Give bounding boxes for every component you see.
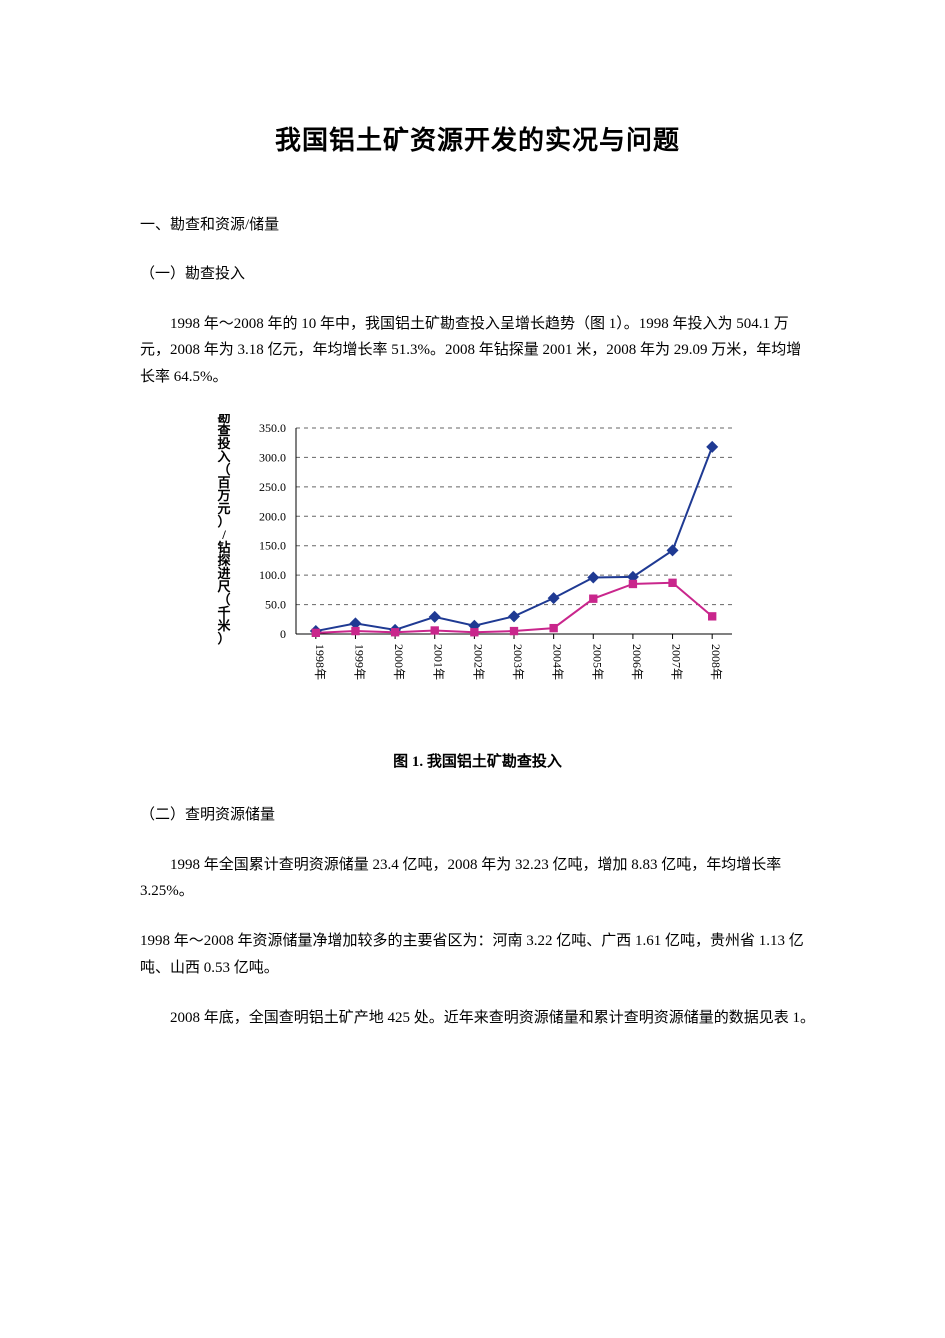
para-1-1-1: 1998 年～2008 年的 10 年中，我国铝土矿勘查投入呈增长趋势（图 1）… bbox=[140, 311, 815, 390]
chart-caption: 图 1. 我国铝土矿勘查投入 bbox=[140, 750, 815, 771]
subsection-1-1-heading: （一）勘查投入 bbox=[140, 262, 815, 283]
svg-text:1998年: 1998年 bbox=[312, 644, 326, 680]
para-1-2-2: 2008 年底，全国查明铝土矿产地 425 处。近年来查明资源储量和累计查明资源… bbox=[140, 1005, 815, 1031]
svg-text:2008年: 2008年 bbox=[709, 644, 723, 680]
svg-text:1999年: 1999年 bbox=[352, 644, 366, 680]
para-1-2-1b: 1998 年～2008 年资源储量净增加较多的主要省区为：河南 3.22 亿吨、… bbox=[140, 928, 815, 981]
svg-text:100.0: 100.0 bbox=[259, 568, 286, 582]
svg-text:50.0: 50.0 bbox=[265, 597, 286, 611]
svg-text:）: ） bbox=[217, 631, 230, 646]
svg-text:2004年: 2004年 bbox=[550, 644, 564, 680]
svg-text:200.0: 200.0 bbox=[259, 509, 286, 523]
document-title: 我国铝土矿资源开发的实况与问题 bbox=[140, 120, 815, 157]
svg-text:150.0: 150.0 bbox=[259, 538, 286, 552]
chart-svg: 0 50.0 100.0 150.0 200.0 250.0 300.0 350.0 1998年… bbox=[208, 414, 748, 714]
svg-text:2007年: 2007年 bbox=[669, 644, 683, 680]
svg-text:2005年: 2005年 bbox=[590, 644, 604, 680]
para-1-2-1: 1998 年全国累计查明资源储量 23.4 亿吨，2008 年为 32.23 亿… bbox=[140, 852, 815, 905]
svg-text:300.0: 300.0 bbox=[259, 450, 286, 464]
svg-text:350.0: 350.0 bbox=[259, 421, 286, 435]
subsection-1-2-heading: （二）查明资源储量 bbox=[140, 803, 815, 824]
svg-text:2003年: 2003年 bbox=[511, 644, 525, 680]
chart-figure-1: 0 50.0 100.0 150.0 200.0 250.0 300.0 350.0 1998年… bbox=[140, 414, 815, 714]
svg-text:2000年: 2000年 bbox=[392, 644, 406, 680]
svg-text:2001年: 2001年 bbox=[431, 644, 445, 680]
svg-text:2006年: 2006年 bbox=[629, 644, 643, 680]
svg-text:0: 0 bbox=[280, 627, 286, 641]
svg-text:250.0: 250.0 bbox=[259, 480, 286, 494]
section-1-heading: 一、勘查和资源/储量 bbox=[140, 213, 815, 234]
svg-text:2002年: 2002年 bbox=[471, 644, 485, 680]
